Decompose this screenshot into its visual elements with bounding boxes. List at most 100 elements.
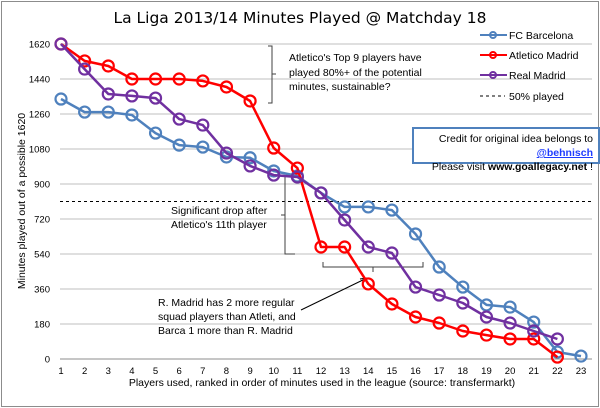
data-point[interactable] xyxy=(338,200,352,214)
data-point[interactable] xyxy=(243,94,257,108)
data-point[interactable] xyxy=(479,328,494,342)
series-real-madrid xyxy=(54,37,564,346)
data-point[interactable] xyxy=(219,80,234,94)
data-point[interactable] xyxy=(290,161,304,175)
bracket-squad xyxy=(322,262,424,272)
data-point[interactable] xyxy=(314,186,328,200)
data-point[interactable] xyxy=(290,170,304,184)
annotation-line: Barca 1 more than R. Madrid xyxy=(158,325,293,337)
data-point[interactable] xyxy=(503,316,517,330)
data-point[interactable] xyxy=(361,277,375,291)
x-tick-label: 3 xyxy=(106,366,111,377)
data-point[interactable] xyxy=(125,89,139,103)
data-point[interactable] xyxy=(338,240,352,254)
data-point[interactable] xyxy=(408,227,423,241)
data-point[interactable] xyxy=(550,332,564,346)
annotation-11th: Significant drop after Atletico's 11th p… xyxy=(171,205,268,231)
data-point[interactable] xyxy=(361,200,375,214)
data-point[interactable] xyxy=(527,332,541,346)
credit-handle-link[interactable]: @behnisch xyxy=(536,147,593,159)
data-point[interactable] xyxy=(101,87,115,101)
data-point[interactable] xyxy=(125,72,139,86)
data-point[interactable] xyxy=(243,151,257,165)
credit-line-1: Credit for original idea belongs to @beh… xyxy=(414,132,593,160)
data-point[interactable] xyxy=(78,105,92,119)
data-point[interactable] xyxy=(54,92,68,106)
y-axis-label: Minutes played out of a possible 1620 xyxy=(16,113,28,289)
data-point[interactable] xyxy=(243,159,257,173)
data-point[interactable] xyxy=(503,300,517,314)
data-point[interactable] xyxy=(54,37,68,51)
y-tick-label: 1440 xyxy=(29,75,50,86)
legend-item-atletico[interactable]: Atletico Madrid xyxy=(480,50,579,62)
credit-suffix: ! xyxy=(587,161,593,173)
data-point[interactable] xyxy=(527,324,541,338)
y-tick-label: 1080 xyxy=(29,145,50,156)
y-tick-label: 1260 xyxy=(29,110,50,121)
annotation-line: R. Madrid has 2 more regular xyxy=(158,297,295,309)
data-point[interactable] xyxy=(78,54,92,68)
data-point[interactable] xyxy=(148,126,163,140)
x-tick-label: 5 xyxy=(153,366,158,377)
annotation-line: Atletico's 11th player xyxy=(171,219,267,231)
data-point[interactable] xyxy=(456,296,470,310)
data-point[interactable] xyxy=(196,140,210,154)
series-line xyxy=(60,42,559,359)
data-point[interactable] xyxy=(78,62,92,76)
data-point[interactable] xyxy=(125,108,139,122)
data-point[interactable] xyxy=(479,310,494,324)
y-tick-label: 360 xyxy=(34,285,50,296)
data-point[interactable] xyxy=(503,332,517,346)
data-point[interactable] xyxy=(361,240,375,254)
legend-item-realmadrid[interactable]: Real Madrid xyxy=(480,70,566,82)
data-point[interactable] xyxy=(550,350,564,364)
annotation-line: played 80%+ of the potential xyxy=(289,67,422,79)
data-point[interactable] xyxy=(408,280,423,294)
data-point[interactable] xyxy=(314,240,328,254)
data-point[interactable] xyxy=(385,203,399,217)
x-tick-label: 16 xyxy=(410,366,421,377)
data-point[interactable] xyxy=(172,112,186,126)
legend-label: FC Barcelona xyxy=(509,30,573,42)
data-point[interactable] xyxy=(172,72,186,86)
data-point[interactable] xyxy=(196,118,210,132)
y-tick-label: 180 xyxy=(34,320,50,331)
data-point[interactable] xyxy=(432,260,446,274)
data-point[interactable] xyxy=(267,168,281,182)
data-point[interactable] xyxy=(196,74,210,88)
x-tick-label: 20 xyxy=(505,366,516,377)
annotation-squad: R. Madrid has 2 more regular squad playe… xyxy=(158,297,296,337)
data-point[interactable] xyxy=(148,91,163,105)
x-tick-label: 23 xyxy=(576,366,587,377)
data-point[interactable] xyxy=(267,164,281,178)
annotation-line: squad players than Atleti, and xyxy=(158,311,296,323)
data-point[interactable] xyxy=(574,349,588,363)
data-point[interactable] xyxy=(172,138,186,152)
data-point[interactable] xyxy=(267,141,281,155)
data-point[interactable] xyxy=(385,246,399,260)
data-point[interactable] xyxy=(456,324,470,338)
data-point[interactable] xyxy=(148,72,163,86)
annotation-top9: Atletico's Top 9 players have played 80%… xyxy=(289,52,422,93)
data-point[interactable] xyxy=(432,316,446,330)
x-tick-label: 15 xyxy=(387,366,398,377)
x-tick-label: 7 xyxy=(200,366,205,377)
credit-site-link[interactable]: www.goallegacy.net xyxy=(487,161,588,173)
legend-item-50pct[interactable]: 50% played xyxy=(480,91,564,103)
data-point[interactable] xyxy=(432,288,446,302)
x-tick-label: 1 xyxy=(58,366,63,377)
series-line xyxy=(60,43,558,341)
data-point[interactable] xyxy=(527,315,541,329)
y-tick-label: 900 xyxy=(34,180,50,191)
legend-item-barcelona[interactable]: FC Barcelona xyxy=(480,30,573,42)
chart-title: La Liga 2013/14 Minutes Played @ Matchda… xyxy=(113,9,486,27)
data-point[interactable] xyxy=(101,59,115,73)
data-point[interactable] xyxy=(456,280,470,294)
data-point[interactable] xyxy=(219,146,234,160)
data-point[interactable] xyxy=(338,213,352,227)
data-point[interactable] xyxy=(101,105,115,119)
y-tick-label: 720 xyxy=(34,215,50,226)
data-point[interactable] xyxy=(408,310,423,324)
bracket-top9 xyxy=(268,45,276,104)
data-point[interactable] xyxy=(385,297,399,311)
